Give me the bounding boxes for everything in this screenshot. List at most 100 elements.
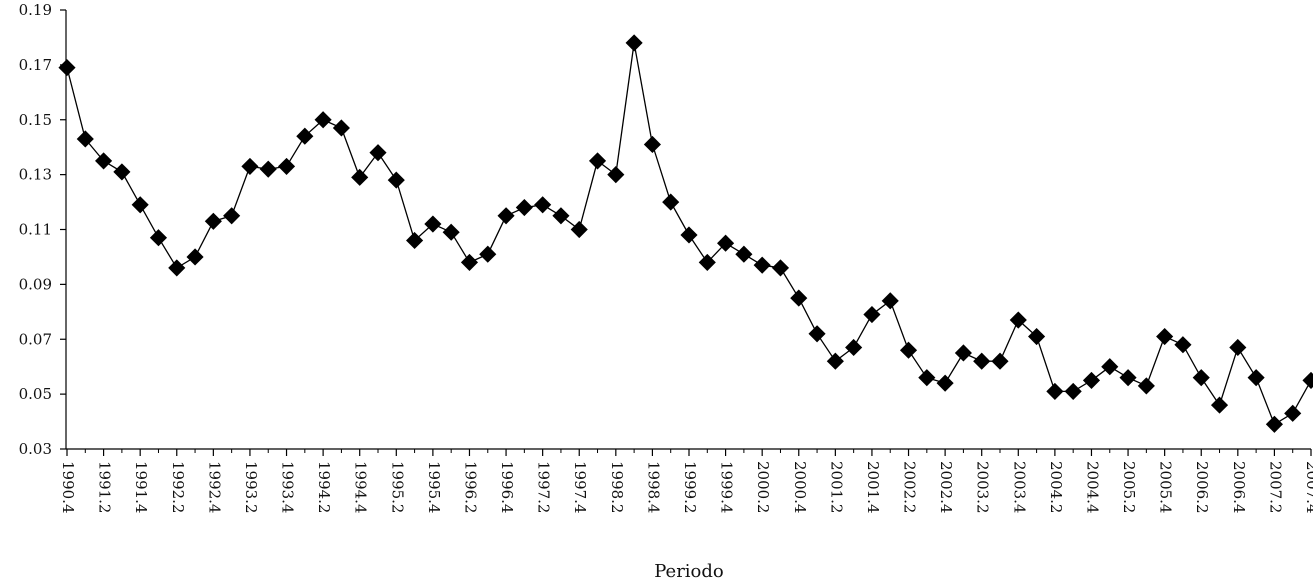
data-point [460, 253, 479, 271]
x-axis-title: Periodo [654, 561, 724, 582]
x-tick-label: 2004.4 [1083, 461, 1101, 514]
x-tick-label: 1998.2 [608, 461, 626, 514]
data-point [954, 344, 972, 362]
data-point [1192, 369, 1210, 387]
x-tick-label: 1993.2 [242, 461, 260, 514]
x-tick-label: 1990.4 [59, 461, 77, 514]
x-tick-label: 2006.4 [1230, 461, 1248, 514]
data-point [351, 168, 369, 186]
data-point [790, 289, 808, 307]
x-tick-label: 2001.4 [864, 461, 882, 514]
data-point [1119, 369, 1137, 387]
data-point [76, 130, 94, 148]
data-point [369, 144, 387, 162]
x-tick-label: 1998.4 [644, 461, 662, 514]
data-point [607, 166, 625, 184]
x-tick-label: 2003.2 [974, 461, 992, 513]
data-point [588, 152, 607, 170]
y-tick-label: 0.15 [19, 111, 52, 129]
data-point [771, 259, 790, 277]
x-tick-label: 2000.4 [791, 461, 809, 514]
data-point [1137, 377, 1155, 395]
x-tick-label: 2003.4 [1010, 461, 1028, 514]
x-tick-label: 1992.4 [205, 461, 223, 514]
x-tick-label: 2007.2 [1266, 461, 1284, 514]
x-tick-label: 1996.4 [498, 461, 516, 514]
data-point [1210, 396, 1229, 414]
x-tick-label: 1994.4 [352, 461, 370, 514]
data-point [826, 352, 844, 370]
x-tick-label: 1994.2 [315, 461, 333, 514]
x-tick-label: 1999.4 [718, 461, 736, 514]
data-point [1082, 371, 1101, 389]
data-point [387, 171, 405, 189]
data-point [1028, 327, 1046, 346]
y-tick-label: 0.09 [19, 275, 52, 293]
x-axis: 1990.4 1991.2 1991.4 1992.2 1992.4 1993.2 1993… [59, 448, 1313, 514]
data-point [1101, 358, 1119, 376]
data-point [808, 325, 826, 343]
y-axis: 0.03 0.05 0.07 0.09 0.11 0.13 0.15 0.17 0.19 [19, 1, 67, 458]
data-point [186, 248, 204, 266]
data-point [973, 352, 991, 370]
y-tick-label: 0.13 [19, 166, 52, 184]
data-point [662, 193, 680, 211]
data-point [95, 152, 113, 170]
data-point [1046, 382, 1064, 400]
y-tick-label: 0.03 [19, 440, 52, 458]
x-tick-label: 2005.4 [1157, 461, 1175, 514]
data-point [918, 369, 936, 387]
y-tick-label: 0.17 [19, 56, 52, 74]
data-point [753, 256, 771, 274]
x-tick-label: 1992.2 [169, 461, 187, 514]
series-layer [58, 34, 1313, 433]
data-point [442, 223, 460, 241]
x-tick-label: 1999.2 [681, 461, 699, 514]
x-tick-label: 1991.2 [96, 461, 114, 514]
data-point [314, 111, 332, 129]
data-point [698, 253, 716, 271]
x-tick-label: 1993.4 [279, 461, 297, 514]
data-point [899, 341, 918, 359]
data-point [863, 305, 881, 324]
data-point [259, 160, 277, 178]
data-point [1302, 371, 1313, 389]
data-point [424, 215, 442, 233]
data-point [406, 231, 424, 250]
y-tick-label: 0.07 [19, 330, 52, 348]
x-tick-label: 2002.4 [937, 461, 955, 514]
y-tick-label: 0.19 [19, 1, 52, 19]
x-tick-label: 1997.2 [535, 461, 553, 514]
data-point [168, 259, 186, 277]
data-point [223, 207, 241, 225]
data-point [643, 135, 661, 154]
x-tick-label: 1996.2 [461, 461, 479, 514]
data-point [296, 127, 314, 145]
data-point [570, 220, 588, 239]
data-point [515, 198, 533, 217]
data-point [1247, 369, 1265, 387]
data-point [149, 229, 168, 247]
data-point [881, 292, 899, 310]
data-point [1009, 311, 1027, 329]
data-point [332, 119, 350, 137]
data-point [625, 34, 643, 52]
data-point [479, 245, 497, 263]
data-point [1174, 336, 1192, 354]
x-tick-label: 1991.4 [132, 461, 150, 514]
data-point [991, 352, 1009, 370]
data-point [204, 212, 222, 230]
data-point [58, 59, 76, 77]
x-tick-label: 1997.4 [571, 461, 589, 514]
data-point [277, 157, 296, 175]
data-point [113, 163, 131, 181]
data-point [1265, 415, 1283, 433]
data-point [497, 207, 515, 225]
x-tick-label: 2004.2 [1047, 461, 1065, 514]
x-tick-label: 2002.2 [901, 461, 919, 514]
y-tick-label: 0.05 [19, 385, 52, 403]
x-tick-label: 1995.4 [425, 461, 443, 514]
data-point [1229, 338, 1247, 357]
x-tick-label: 2000.2 [754, 461, 772, 514]
